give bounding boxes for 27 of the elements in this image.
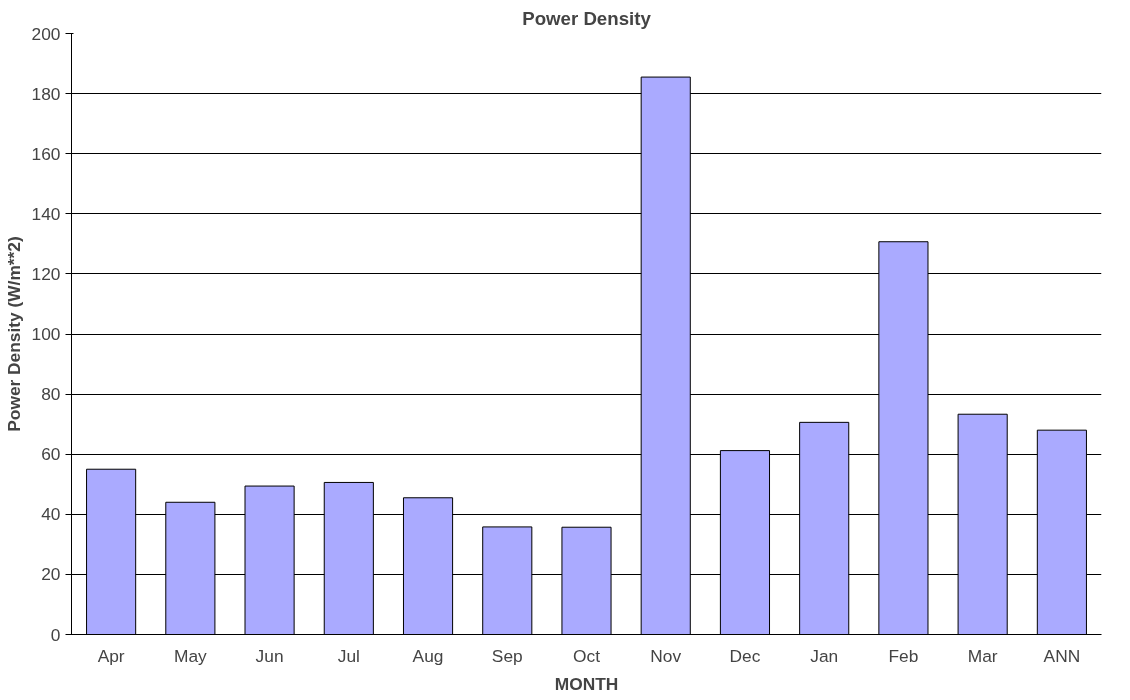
y-tick-label: 200: [31, 23, 61, 44]
x-tick-label: Feb: [888, 645, 919, 666]
y-tick-label: 100: [31, 324, 61, 344]
x-tick-label: Oct: [573, 645, 601, 666]
y-axis-title: Power Density (W/m**2): [3, 236, 24, 432]
y-tick-label: 160: [31, 143, 61, 164]
y-tick-label: 40: [41, 504, 61, 525]
chart-title: Power Density: [522, 7, 652, 29]
x-tick-label: ANN: [1043, 645, 1081, 666]
x-tick-label: Dec: [729, 645, 761, 666]
x-tick-label: Jan: [810, 645, 839, 666]
y-tick-label: 180: [31, 83, 61, 104]
x-tick-label: Apr: [97, 645, 125, 666]
x-tick-label: May: [173, 645, 208, 666]
x-tick-label: Aug: [412, 645, 444, 666]
y-tick-label: 140: [31, 203, 61, 224]
y-tick-label: 20: [41, 564, 61, 585]
y-tick-label: 0: [50, 624, 61, 645]
y-tick-label: 120: [31, 263, 61, 284]
x-tick-label: Jun: [255, 645, 284, 666]
y-tick-label: 80: [41, 384, 61, 405]
x-tick-label: Sep: [491, 645, 523, 666]
x-tick-label: Nov: [650, 645, 682, 666]
x-tick-label: Mar: [967, 645, 998, 666]
x-tick-label: Jul: [337, 645, 360, 666]
y-tick-label: 60: [41, 444, 61, 465]
x-axis-title: MONTH: [554, 673, 619, 694]
